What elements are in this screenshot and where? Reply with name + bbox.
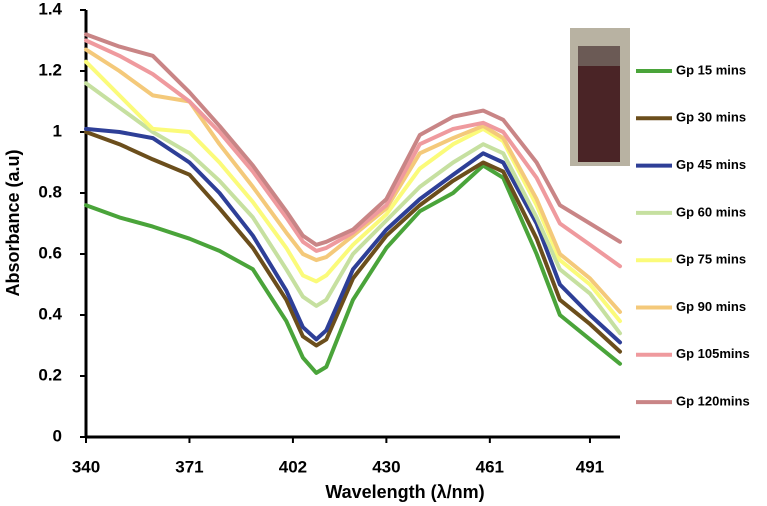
y-tick-label: 0 <box>53 426 62 445</box>
legend-label: Gp 60 mins <box>676 204 746 219</box>
series-line <box>84 81 622 336</box>
legend-label: Gp 45 mins <box>676 157 746 172</box>
y-tick-label: 0.8 <box>38 182 62 201</box>
x-tick-label: 402 <box>279 457 307 476</box>
series-line <box>84 130 622 354</box>
x-axis-label: Wavelength (λ/nm) <box>325 482 484 502</box>
series-line <box>84 163 622 375</box>
photo-vial-top <box>578 46 620 66</box>
y-tick-label: 0.4 <box>38 304 62 323</box>
y-tick-label: 0.6 <box>38 243 62 262</box>
y-axis-label: Absorbance (a.u) <box>3 149 23 296</box>
legend-label: Gp 120mins <box>676 394 750 409</box>
series-line <box>84 59 622 324</box>
x-tick-label: 340 <box>72 457 100 476</box>
y-tick-label: 1.4 <box>38 0 62 18</box>
series-line <box>84 126 622 345</box>
y-tick-label: 1.2 <box>38 60 62 79</box>
y-tick-label: 0.2 <box>38 365 62 384</box>
x-tick-label: 491 <box>576 457 604 476</box>
x-tick-label: 461 <box>476 457 504 476</box>
x-tick-label: 430 <box>372 457 400 476</box>
y-tick-label: 1 <box>53 121 62 140</box>
legend-label: Gp 90 mins <box>676 299 746 314</box>
legend-label: Gp 105mins <box>676 346 750 361</box>
legend-label: Gp 30 mins <box>676 110 746 125</box>
legend-label: Gp 75 mins <box>676 252 746 267</box>
x-tick-label: 371 <box>175 457 203 476</box>
series-line <box>84 38 622 269</box>
series-line <box>84 32 622 247</box>
inset-photo <box>570 28 630 166</box>
legend-label: Gp 15 mins <box>676 62 746 77</box>
